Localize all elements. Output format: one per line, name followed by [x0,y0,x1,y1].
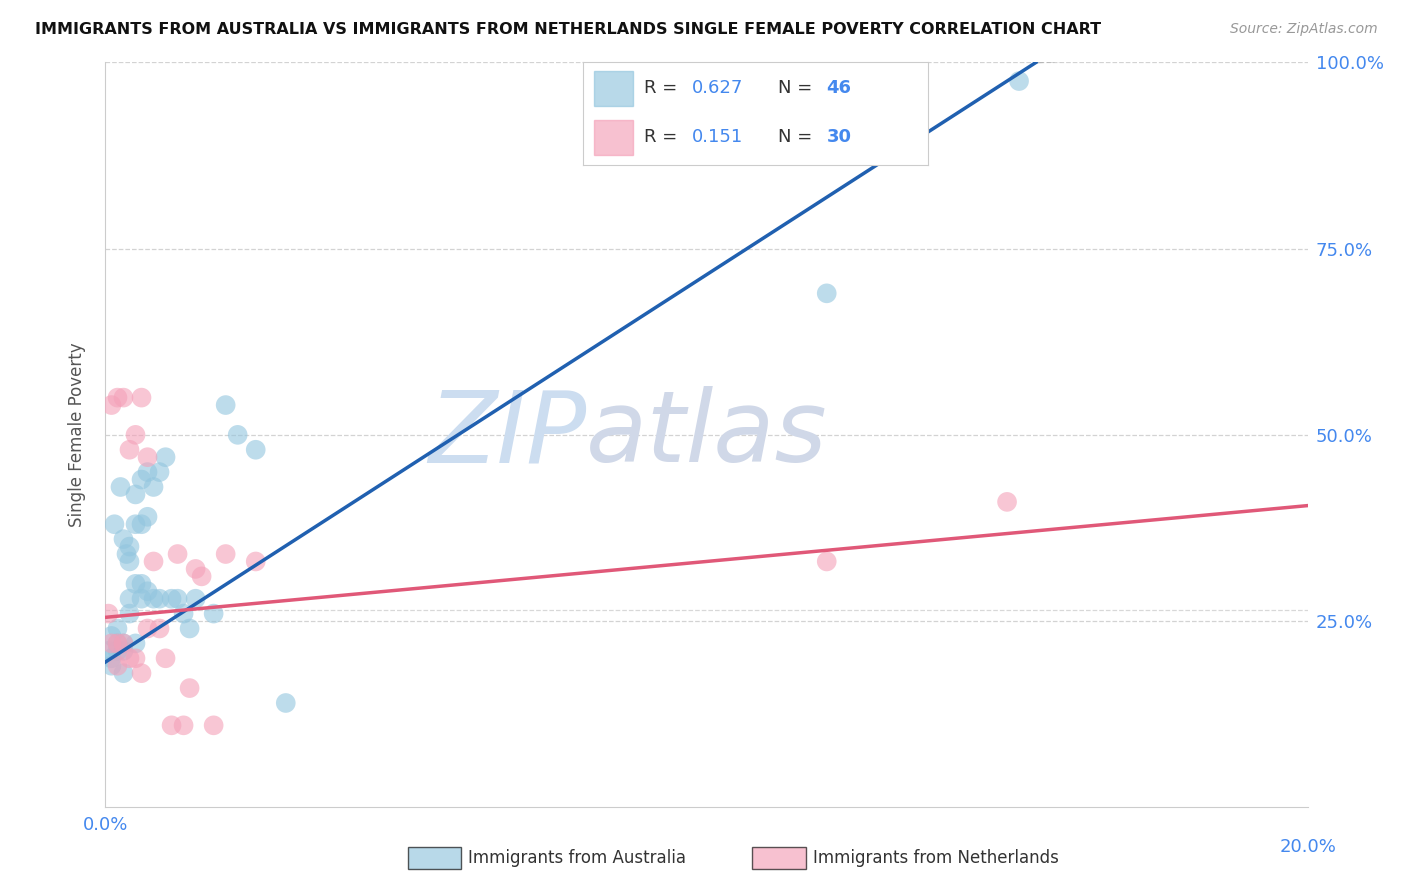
Point [190,569,212,583]
Point [136,450,159,465]
Point [124,577,146,591]
Text: IMMIGRANTS FROM AUSTRALIA VS IMMIGRANTS FROM NETHERLANDS SINGLE FEMALE POVERTY C: IMMIGRANTS FROM AUSTRALIA VS IMMIGRANTS … [35,22,1101,37]
Text: Source: ZipAtlas.com: Source: ZipAtlas.com [1230,22,1378,37]
Text: R =: R = [644,128,689,146]
Point [131,517,153,532]
Text: 0.151: 0.151 [692,128,744,146]
Point [118,554,141,568]
Point [202,718,225,732]
Point [112,391,135,405]
Point [97,607,120,621]
Point [100,658,122,673]
Point [103,517,125,532]
Point [118,591,141,606]
Point [160,591,183,606]
Point [112,532,135,546]
Y-axis label: Single Female Poverty: Single Female Poverty [67,343,86,527]
Point [97,644,120,658]
Point [107,636,129,650]
Text: R =: R = [644,79,683,97]
Point [124,487,146,501]
Point [166,547,188,561]
Point [131,577,153,591]
Point [136,509,159,524]
Point [155,450,177,465]
Text: N =: N = [778,79,818,97]
Point [142,480,165,494]
Point [124,428,146,442]
Point [107,658,129,673]
Point [131,591,153,606]
Point [131,666,153,681]
Point [136,465,159,479]
Point [118,651,141,665]
Point [1008,74,1031,88]
Point [107,622,129,636]
Point [124,517,146,532]
Bar [593,120,634,155]
Point [214,547,236,561]
Point [995,495,1018,509]
Point [131,473,153,487]
Point [173,718,195,732]
Point [115,547,138,561]
Point [136,584,159,599]
Point [136,622,159,636]
Bar [593,70,634,105]
Point [107,644,129,658]
Point [155,651,177,665]
Point [184,562,207,576]
Point [118,442,141,457]
Point [202,607,225,621]
Point [160,718,183,732]
Point [148,465,170,479]
Text: 0.627: 0.627 [692,79,744,97]
Point [110,480,132,494]
Point [179,681,201,695]
Point [142,554,165,568]
Point [274,696,297,710]
Point [124,651,146,665]
Point [226,428,249,442]
Point [124,636,146,650]
Point [100,651,122,665]
Text: 46: 46 [827,79,852,97]
Point [100,629,122,643]
Point [100,398,122,412]
Text: atlas: atlas [586,386,828,483]
Point [112,644,135,658]
Point [214,398,236,412]
Point [245,442,267,457]
Point [142,591,165,606]
Point [184,591,207,606]
Point [815,286,838,301]
Point [815,554,838,568]
Text: 20.0%: 20.0% [1279,838,1336,855]
Point [148,591,170,606]
Point [112,636,135,650]
Text: Immigrants from Australia: Immigrants from Australia [468,849,686,867]
Point [107,636,129,650]
Point [112,666,135,681]
Point [118,607,141,621]
Text: 30: 30 [827,128,852,146]
Point [245,554,267,568]
Text: Immigrants from Netherlands: Immigrants from Netherlands [813,849,1059,867]
Point [179,622,201,636]
Text: N =: N = [778,128,818,146]
Point [118,540,141,554]
Point [166,591,188,606]
Point [107,391,129,405]
Point [100,636,122,650]
Point [148,622,170,636]
Point [131,391,153,405]
Text: ZIP: ZIP [427,386,586,483]
Point [112,636,135,650]
Point [173,607,195,621]
